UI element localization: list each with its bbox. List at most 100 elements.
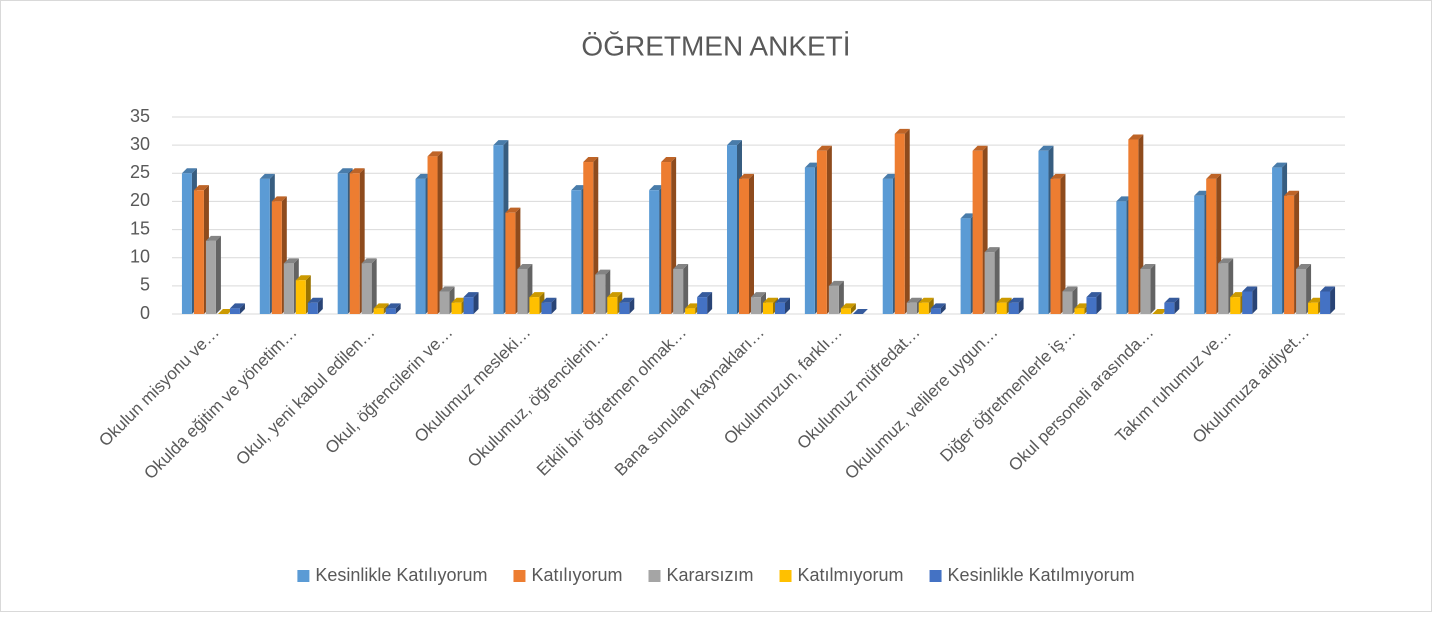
bar-side bbox=[239, 303, 245, 314]
bar-side bbox=[994, 247, 1000, 314]
legend-swatch bbox=[297, 570, 310, 582]
bar-top bbox=[1152, 309, 1168, 314]
bar-top bbox=[906, 297, 922, 303]
bar-top bbox=[1320, 286, 1336, 292]
bar-front bbox=[1272, 167, 1283, 314]
bar-front bbox=[1206, 178, 1217, 314]
bar-side bbox=[838, 280, 844, 314]
bar bbox=[1242, 286, 1258, 314]
bar bbox=[1086, 292, 1102, 314]
bar-top bbox=[751, 292, 766, 298]
bar-top bbox=[349, 168, 365, 174]
bar-front bbox=[505, 212, 516, 314]
bar-top bbox=[361, 258, 377, 264]
bar-side bbox=[437, 151, 443, 314]
bar-side bbox=[785, 297, 790, 314]
bar bbox=[828, 280, 844, 314]
bar-top bbox=[607, 292, 623, 298]
bar-front bbox=[205, 240, 216, 314]
bar-front bbox=[463, 297, 474, 314]
bar-front bbox=[1164, 302, 1175, 314]
bar-front bbox=[828, 285, 839, 314]
bar bbox=[361, 258, 377, 314]
bar-front bbox=[1308, 302, 1319, 314]
bar-top bbox=[517, 263, 533, 269]
y-tick-label: 10 bbox=[130, 246, 150, 266]
bar-top bbox=[661, 157, 677, 163]
bar bbox=[1320, 286, 1336, 314]
legend-label: Katılıyorum bbox=[531, 565, 622, 585]
bar-top bbox=[697, 292, 713, 298]
bar-side bbox=[683, 263, 689, 314]
bar-top bbox=[193, 185, 209, 191]
bar bbox=[427, 151, 443, 314]
bar-front bbox=[529, 297, 540, 314]
bar-side bbox=[1174, 297, 1180, 314]
bar-top bbox=[775, 297, 790, 303]
bar-top bbox=[259, 173, 275, 179]
bar-top bbox=[972, 145, 988, 151]
bar-front bbox=[571, 190, 582, 314]
bar-top bbox=[649, 185, 665, 191]
bar-top bbox=[181, 168, 197, 174]
bar-front bbox=[840, 308, 851, 314]
bar-top bbox=[1230, 292, 1246, 298]
bar-side bbox=[395, 303, 401, 314]
bar-front bbox=[337, 173, 348, 314]
bar-front bbox=[697, 297, 708, 314]
bar-front bbox=[960, 218, 971, 314]
bar-top bbox=[1116, 196, 1132, 202]
bar-top bbox=[1008, 297, 1024, 303]
bar-front bbox=[283, 263, 294, 314]
legend-swatch bbox=[929, 570, 942, 582]
bar-front bbox=[1074, 308, 1085, 314]
bar-top bbox=[337, 168, 353, 174]
bar-top bbox=[828, 280, 844, 286]
bar bbox=[840, 303, 856, 314]
bar-front bbox=[918, 302, 929, 314]
bar bbox=[541, 297, 557, 314]
bar-front bbox=[1086, 297, 1097, 314]
bar bbox=[775, 297, 790, 314]
y-tick-label: 15 bbox=[130, 218, 150, 238]
bar-front bbox=[1296, 268, 1307, 314]
bar-front bbox=[1230, 297, 1241, 314]
bar-top bbox=[763, 297, 778, 303]
bar-top bbox=[685, 303, 701, 309]
bar-front bbox=[385, 308, 396, 314]
bar-front bbox=[739, 178, 749, 314]
bar-side bbox=[215, 235, 221, 314]
bar-top bbox=[595, 269, 611, 275]
bar bbox=[816, 145, 832, 314]
chart-title: ÖĞRETMEN ANKETİ bbox=[581, 30, 850, 61]
bar-front bbox=[259, 178, 270, 314]
bar-side bbox=[1060, 173, 1066, 314]
bar-front bbox=[763, 302, 773, 314]
bar-front bbox=[1062, 291, 1073, 314]
bar-front bbox=[229, 308, 240, 314]
bar bbox=[984, 247, 1000, 314]
bar-side bbox=[940, 303, 946, 314]
bar-top bbox=[1164, 297, 1180, 303]
bar-top bbox=[1140, 263, 1156, 269]
bar-top bbox=[283, 258, 299, 264]
bar bbox=[307, 297, 323, 314]
bar-front bbox=[930, 308, 941, 314]
bar-front bbox=[271, 201, 282, 314]
bar-top bbox=[996, 297, 1012, 303]
bar-front bbox=[493, 145, 504, 314]
bar bbox=[217, 309, 233, 314]
bar-top bbox=[415, 173, 431, 179]
bar-top bbox=[816, 145, 832, 151]
bar-top bbox=[930, 303, 946, 309]
bar-top bbox=[804, 162, 820, 168]
bar-front bbox=[751, 297, 761, 314]
legend-label: Katılmıyorum bbox=[798, 565, 904, 585]
bar-front bbox=[1008, 302, 1019, 314]
bar-front bbox=[882, 178, 893, 314]
bar-top bbox=[852, 309, 868, 314]
bar-front bbox=[775, 302, 785, 314]
bar bbox=[852, 309, 868, 314]
bar-top bbox=[1194, 190, 1210, 196]
